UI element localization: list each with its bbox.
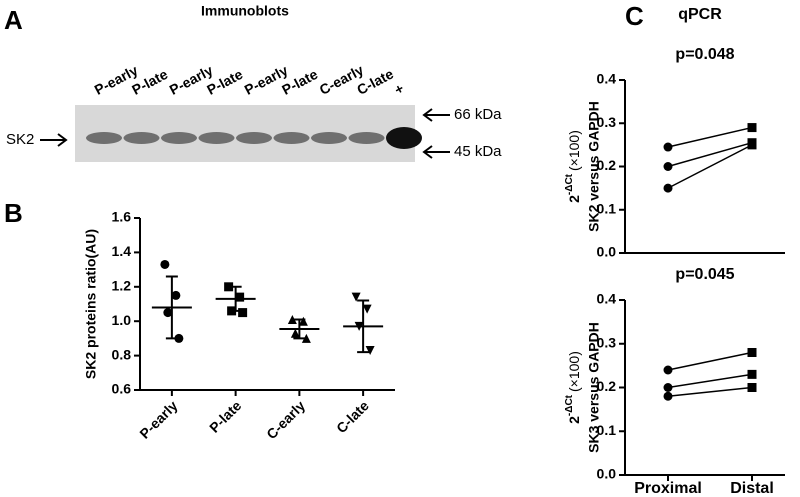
point [747,369,757,379]
y-tick-label: 0.0 [597,466,617,482]
point [298,316,308,326]
x-tick-label: P-early [136,397,180,441]
point [287,314,297,324]
line [667,141,753,168]
arrow [40,133,68,147]
x-tick-label: Proximal [634,480,702,497]
y-tick-label: 1.4 [112,243,132,259]
y-tick-label: 1.0 [112,312,132,328]
point [301,333,311,343]
y-axis-label-part: -ΔCt [564,394,575,416]
y-tick-label: 0.3 [597,114,617,130]
y-tick-label: 0.2 [597,157,617,173]
y-axis-label: 2-ΔCt (×100) [564,130,582,203]
y-tick-label: 0.8 [112,346,132,362]
qpcr-title: qPCR [678,6,722,23]
arrow [422,108,450,122]
y-axis-label-part: (×100) [566,130,582,171]
band [386,127,422,149]
point [663,365,673,375]
y-tick-label: 0.2 [597,378,617,394]
point [238,308,248,318]
point [351,292,361,302]
y-axis-label: SK2 versus GAPDH [586,101,602,232]
blot [75,105,422,162]
point [160,259,170,269]
line [667,373,753,389]
x-tick-label: C-late [333,397,372,436]
line [667,386,753,397]
panel-label: B [4,198,23,228]
line [667,126,753,148]
chart-title: p=0.045 [675,266,734,283]
x-tick-label: Distal [730,480,774,497]
y-axis-label-part: (×100) [566,351,582,392]
panel-label: A [4,5,23,35]
x-tick-label: C-early [263,397,308,442]
point [365,345,375,355]
band [86,132,122,144]
row-label: SK2 [6,131,34,148]
blot-title: Immunoblots [201,3,289,19]
y-axis-label-part: 2 [566,195,582,203]
bands [86,127,422,149]
point [663,183,673,193]
point [663,162,673,171]
y-tick-label: 0.4 [597,71,617,87]
point [747,383,757,392]
band [273,132,310,144]
y-tick-label: 0.1 [597,200,617,216]
error-bar [229,285,242,312]
point [174,333,184,343]
y-axis-label-part: 2 [566,416,582,424]
point [747,348,757,357]
point [163,308,173,318]
y-tick-label: 1.6 [112,209,132,225]
point [663,142,673,152]
arrow [422,145,450,159]
point [663,383,673,392]
band [198,132,235,144]
point [171,290,181,300]
y-axis-label: 2-ΔCt (×100) [564,351,582,424]
y-axis-label: SK2 proteins ratio(AU) [83,229,99,379]
point [224,282,234,292]
error-bar [165,275,178,340]
band [348,132,385,144]
point [235,292,245,302]
point [362,304,372,314]
y-axis-label: SK3 versus GAPDH [586,322,602,453]
chart-title: p=0.048 [675,46,734,63]
y-tick-label: 1.2 [112,278,132,294]
y-tick-label: 0.1 [597,422,617,438]
line [667,351,753,371]
band [236,132,272,144]
lane-label: + [392,80,407,98]
y-axis-label-part: -ΔCt [564,173,575,195]
panel-label: C [625,1,644,31]
point [747,123,757,133]
y-tick-label: 0.4 [597,291,617,307]
band [161,132,197,144]
point [290,328,300,338]
y-tick-label: 0.0 [597,244,617,260]
marker-label: 45 kDa [454,143,502,160]
point [663,391,673,401]
marker-label: 66 kDa [454,106,502,123]
band [123,132,160,144]
x-tick-label: P-late [206,397,244,435]
error-bar [357,299,370,354]
y-tick-label: 0.3 [597,334,617,350]
error-bar [293,318,306,340]
line [667,144,753,189]
y-tick-label: 0.6 [112,381,132,397]
band [311,132,347,144]
point [747,140,757,150]
